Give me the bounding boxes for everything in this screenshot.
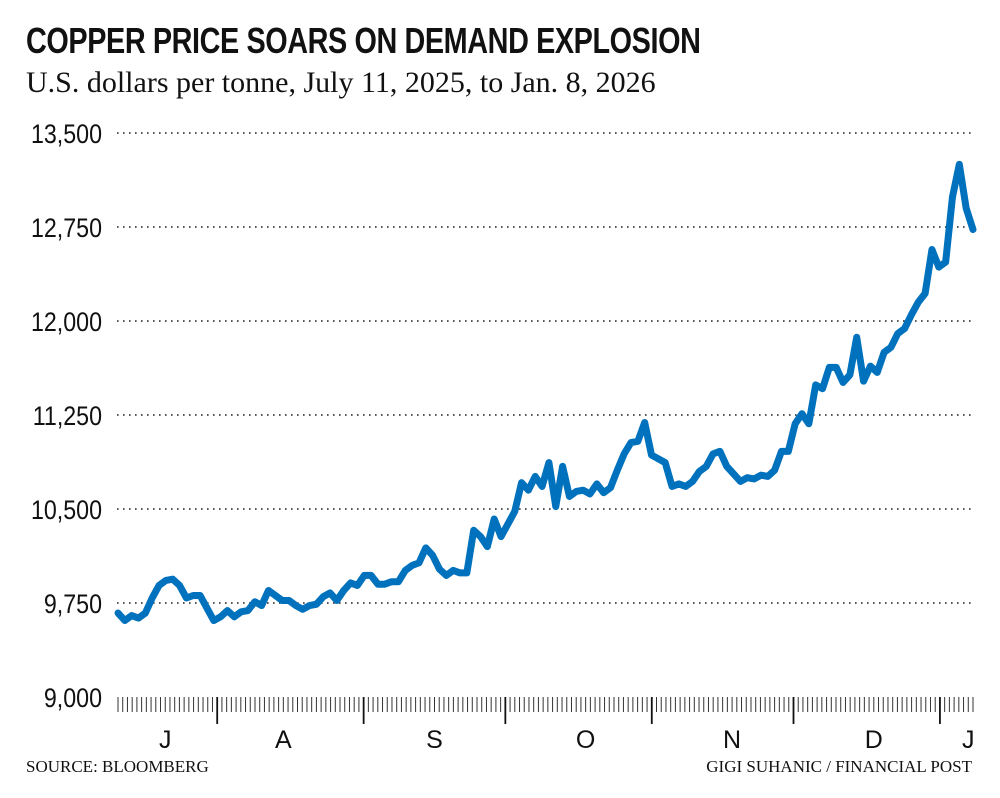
y-axis: 9,000 9,750 10,500 11,250 12,000 12,750 13,500 (31, 119, 102, 713)
credit-note: GIGI SUHANIC / FINANCIAL POST (706, 757, 972, 776)
x-month-label: O (576, 726, 595, 754)
x-month-label: N (723, 726, 741, 754)
y-tick-label: 10,500 (31, 495, 102, 525)
x-month-label: A (275, 726, 292, 754)
source-note: SOURCE: BLOOMBERG (26, 757, 209, 776)
y-tick-label: 9,000 (44, 683, 102, 713)
price-line (114, 160, 977, 625)
x-month-label: S (426, 726, 443, 754)
y-tick-label: 13,500 (31, 119, 102, 149)
x-month-label: J (159, 726, 172, 754)
gridlines (117, 132, 975, 604)
x-month-label: J (962, 726, 975, 754)
series (114, 160, 977, 625)
y-tick-label: 12,750 (31, 213, 102, 243)
chart-title: COPPER PRICE SOARS ON DEMAND EXPLOSION (26, 20, 701, 61)
y-tick-label: 11,250 (33, 401, 102, 431)
chart-subtitle: U.S. dollars per tonne, July 11, 2025, t… (26, 66, 656, 99)
y-tick-label: 9,750 (44, 589, 102, 619)
y-tick-label: 12,000 (31, 307, 102, 337)
x-month-label: D (865, 726, 883, 754)
